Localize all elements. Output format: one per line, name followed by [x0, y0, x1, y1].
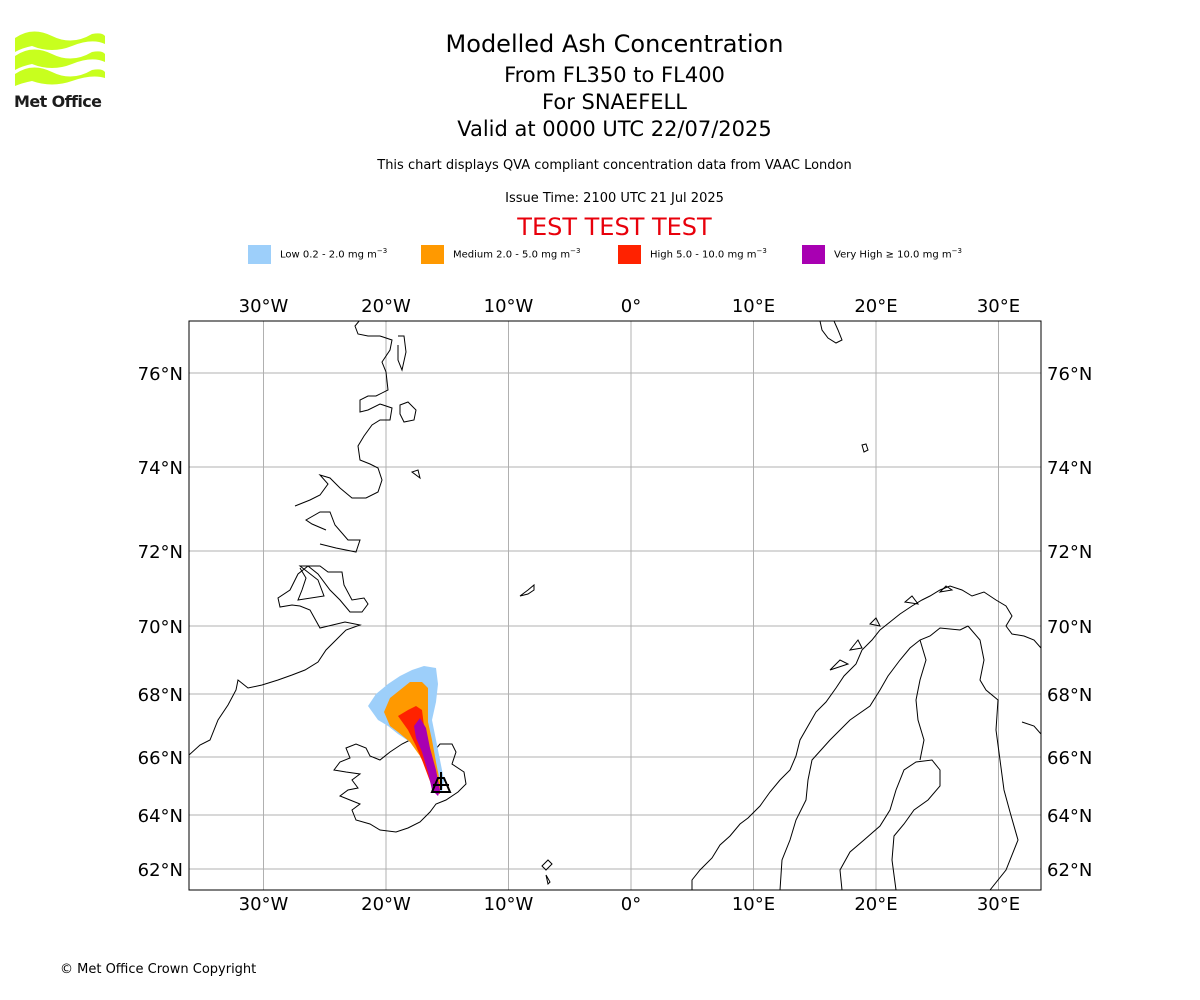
- latitude-label-right: 76°N: [1047, 364, 1092, 385]
- latitude-label-left: 62°N: [138, 860, 183, 881]
- map-frame: [188, 320, 1042, 891]
- ash-very-high-contour: [414, 718, 440, 796]
- bear-island-coastline: [861, 443, 869, 453]
- longitude-label-bottom: 30°E: [977, 894, 1020, 915]
- legend-item-low: Low 0.2 - 2.0 mg m−3: [248, 244, 387, 264]
- longitude-label-top: 0°: [621, 296, 641, 317]
- latitude-label-left: 76°N: [138, 364, 183, 385]
- latitude-label-right: 62°N: [1047, 860, 1092, 881]
- volcano-marker-icon: [430, 772, 452, 793]
- longitude-label-top: 10°W: [484, 296, 534, 317]
- gulf-of-bothnia-coastline: [839, 759, 941, 890]
- legend-item-high: High 5.0 - 10.0 mg m−3: [618, 244, 767, 264]
- faroe-islands-coastline: [541, 859, 553, 885]
- latitude-label-left: 64°N: [138, 806, 183, 827]
- longitude-label-top: 30°W: [239, 296, 289, 317]
- met-office-logo-text: Met Office: [14, 92, 102, 111]
- latitude-label-left: 70°N: [138, 617, 183, 638]
- test-banner: TEST TEST TEST: [517, 213, 712, 241]
- scandinavia-coastline: [691, 585, 1041, 890]
- latitude-label-left: 66°N: [138, 748, 183, 769]
- ash-plume: [368, 666, 444, 796]
- longitude-label-bottom: 30°W: [239, 894, 289, 915]
- longitude-label-top: 20°E: [854, 296, 897, 317]
- iceland-coastline: [333, 737, 467, 833]
- latitude-label-right: 68°N: [1047, 685, 1092, 706]
- legend-unit-exponent: −3: [756, 247, 767, 256]
- latitude-label-right: 70°N: [1047, 617, 1092, 638]
- longitude-label-bottom: 10°E: [732, 894, 775, 915]
- longitude-label-bottom: 20°W: [361, 894, 411, 915]
- longitude-label-top: 10°E: [732, 296, 775, 317]
- legend-unit-exponent: −3: [951, 247, 962, 256]
- latitude-label-left: 72°N: [138, 542, 183, 563]
- chart-description: This chart displays QVA compliant concen…: [377, 158, 852, 173]
- latitude-label-left: 74°N: [138, 458, 183, 479]
- graticule: [189, 321, 1041, 890]
- longitude-label-bottom: 20°E: [854, 894, 897, 915]
- sweden-finland-border: [915, 625, 1019, 890]
- met-office-logo: [15, 31, 105, 86]
- latitude-label-right: 74°N: [1047, 458, 1092, 479]
- legend-item-very-high: Very High ≥ 10.0 mg m−3: [802, 244, 962, 264]
- greenland-coastline: [189, 321, 421, 756]
- legend-swatch-high: [618, 244, 641, 264]
- legend-label-high: High 5.0 - 10.0 mg m: [650, 249, 757, 261]
- norway-islands-coastline: [829, 585, 1041, 735]
- legend-swatch-very-high: [802, 244, 825, 264]
- legend-swatch-medium: [421, 244, 444, 264]
- legend-unit-exponent: −3: [376, 247, 388, 256]
- issue-time: Issue Time: 2100 UTC 21 Jul 2025: [505, 191, 724, 206]
- map-axis-labels: 30°W 30°W 20°W 20°W 10°W 10°W 0° 0° 10°E 10°E 20°E…: [138, 296, 1093, 915]
- longitude-label-top: 20°W: [361, 296, 411, 317]
- latitude-label-left: 68°N: [138, 685, 183, 706]
- longitude-label-bottom: 0°: [621, 894, 641, 915]
- jan-mayen-coastline: [519, 583, 535, 597]
- latitude-label-right: 72°N: [1047, 542, 1092, 563]
- legend-item-medium: Medium 2.0 - 5.0 mg m−3: [421, 244, 580, 264]
- volcano-name: For SNAEFELL: [542, 90, 687, 114]
- norway-sweden-border: [779, 625, 969, 890]
- legend-unit-exponent: −3: [570, 247, 581, 256]
- valid-time: Valid at 0000 UTC 22/07/2025: [457, 117, 772, 141]
- legend-label-medium: Medium 2.0 - 5.0 mg m: [453, 249, 571, 261]
- latitude-label-right: 66°N: [1047, 748, 1092, 769]
- legend-label-very-high: Very High ≥ 10.0 mg m: [834, 249, 952, 261]
- svalbard-coastline: [819, 321, 843, 344]
- latitude-label-right: 64°N: [1047, 806, 1092, 827]
- flight-level-range: From FL350 to FL400: [504, 63, 725, 87]
- copyright-notice: © Met Office Crown Copyright: [60, 962, 257, 977]
- legend-label-low: Low 0.2 - 2.0 mg m: [280, 249, 377, 261]
- longitude-label-bottom: 10°W: [484, 894, 534, 915]
- longitude-label-top: 30°E: [977, 296, 1020, 317]
- legend-swatch-low: [248, 244, 271, 264]
- chart-title: Modelled Ash Concentration: [445, 30, 784, 58]
